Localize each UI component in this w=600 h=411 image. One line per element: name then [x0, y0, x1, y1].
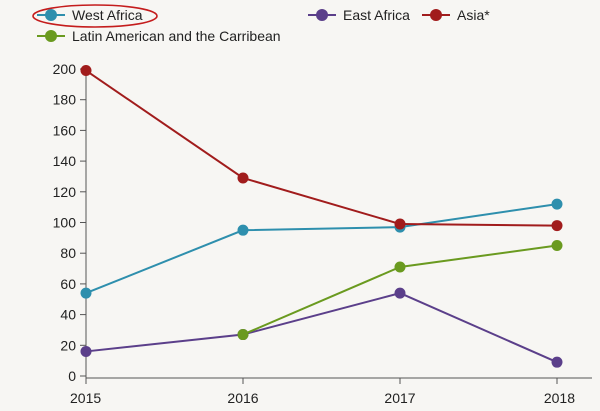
y-tick-label: 160 — [53, 122, 77, 138]
x-axis: 2015 2016 2017 2018 — [70, 377, 592, 406]
y-tick-label: 140 — [53, 153, 77, 169]
series-line — [85, 69, 558, 227]
data-point — [394, 261, 406, 273]
data-point — [237, 329, 249, 341]
legend-item[interactable]: West Africa — [37, 7, 143, 23]
y-tick-label: 20 — [60, 337, 76, 353]
series-2 — [80, 65, 563, 232]
data-point — [394, 287, 406, 299]
x-tick-label: 2016 — [227, 390, 258, 406]
y-tick-label: 180 — [53, 92, 77, 108]
series-1 — [80, 287, 563, 368]
legend-item[interactable]: Asia* — [422, 7, 490, 23]
series-layer — [80, 65, 563, 368]
legend-label: Asia* — [457, 7, 490, 23]
y-axis: 0 20 40 60 80 100 120 140 160 180 200 — [53, 61, 87, 384]
y-tick-label: 0 — [68, 368, 76, 384]
data-point — [237, 172, 249, 184]
y-tick-label: 60 — [60, 276, 76, 292]
legend-marker — [430, 9, 442, 21]
data-point — [394, 218, 406, 230]
x-tick-label: 2018 — [544, 390, 575, 406]
data-point — [551, 356, 563, 368]
y-tick-label: 80 — [60, 245, 76, 261]
legend-label: East Africa — [343, 7, 410, 23]
data-point — [80, 345, 92, 357]
data-point — [551, 240, 563, 252]
legend-label: Latin American and the Carribean — [72, 28, 281, 44]
series-line — [85, 203, 558, 295]
data-point — [80, 65, 92, 77]
data-point — [80, 287, 92, 299]
legend-item[interactable]: Latin American and the Carribean — [37, 28, 281, 44]
data-point — [237, 224, 249, 236]
series-0 — [80, 198, 563, 299]
highlight-ellipse — [32, 4, 158, 28]
legend: West Africa East Africa Asia* Latin America… — [32, 4, 490, 44]
y-tick-label: 40 — [60, 307, 76, 323]
series-3 — [237, 240, 563, 341]
y-tick-label: 100 — [53, 215, 77, 231]
series-line — [85, 292, 558, 364]
x-tick-label: 2015 — [70, 390, 101, 406]
legend-marker — [45, 9, 57, 21]
y-tick-label: 200 — [53, 61, 77, 77]
x-tick-label: 2017 — [384, 390, 415, 406]
legend-label: West Africa — [72, 7, 143, 23]
y-tick-label: 120 — [53, 184, 77, 200]
data-point — [551, 198, 563, 210]
legend-marker — [45, 30, 57, 42]
legend-marker — [316, 9, 328, 21]
data-point — [551, 220, 563, 232]
legend-item[interactable]: East Africa — [308, 7, 410, 23]
